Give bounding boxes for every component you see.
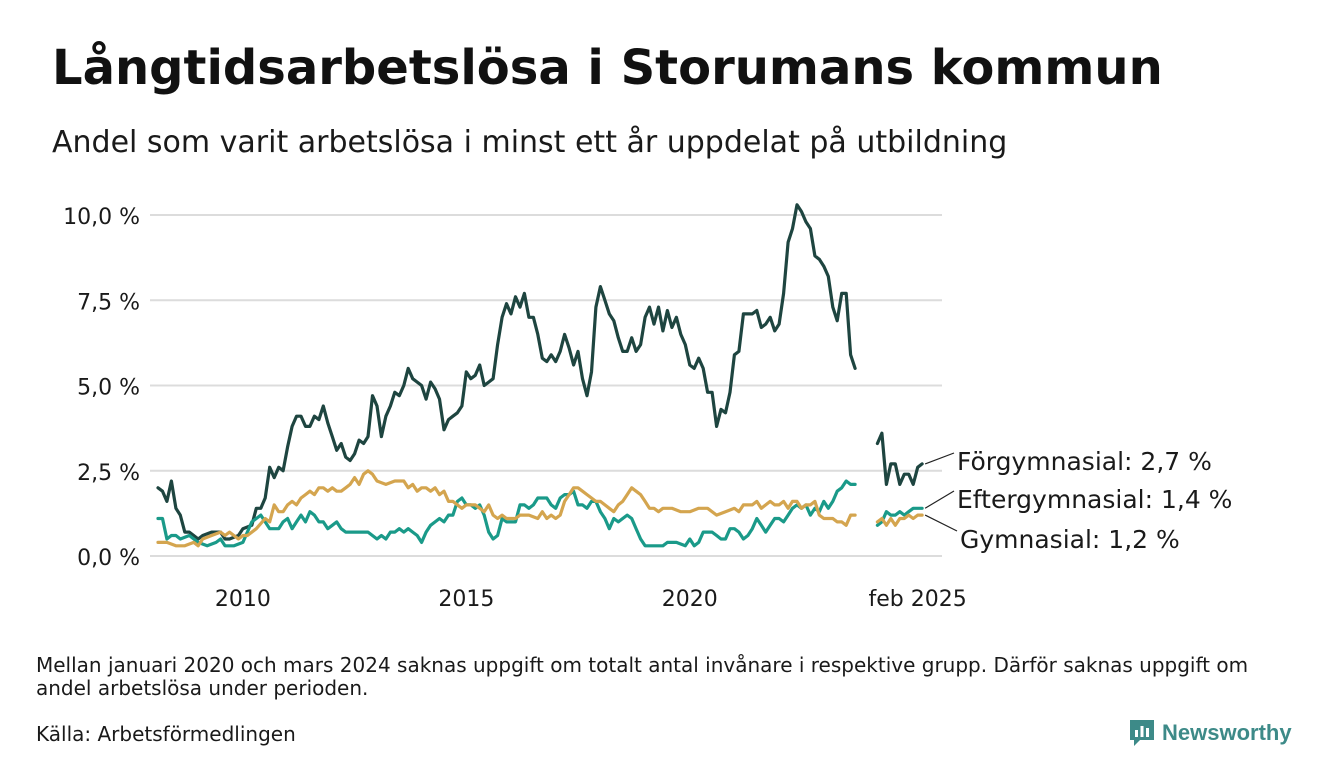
series-line-gymnasial-1 xyxy=(875,513,924,527)
series-line-forgymnasial-0 xyxy=(156,203,857,541)
newsworthy-logo: Newsworthy xyxy=(1128,716,1292,750)
leader-line-forgymnasial xyxy=(924,452,955,465)
y-tick-label: 10,0 % xyxy=(63,205,140,230)
line-chart: 0,0 % 2,5 % 5,0 % 7,5 % 10,0 % 2010 2015 2020 f… xyxy=(63,203,1232,612)
series-line-eftergymnasial-1 xyxy=(875,506,924,527)
source-credit: Källa: Arbetsförmedlingen xyxy=(36,722,296,746)
footnote: Mellan januari 2020 och mars 2024 saknas… xyxy=(36,653,1249,700)
x-tick-label: 2020 xyxy=(662,587,718,612)
x-tick-label: feb 2025 xyxy=(869,587,967,612)
logo-text: Newsworthy xyxy=(1162,720,1292,745)
y-tick-label: 7,5 % xyxy=(77,290,140,315)
chart-subtitle: Andel som varit arbetslösa i minst ett å… xyxy=(52,125,1008,160)
x-tick-label: 2010 xyxy=(215,587,271,612)
y-axis-tick-labels: 0,0 % 2,5 % 5,0 % 7,5 % 10,0 % xyxy=(63,205,140,571)
series-line-eftergymnasial-0 xyxy=(156,479,857,548)
y-tick-label: 2,5 % xyxy=(77,461,140,486)
end-label-eftergymnasial: Eftergymnasial: 1,4 % xyxy=(957,485,1232,514)
x-axis-tick-labels: 2010 2015 2020 feb 2025 xyxy=(215,587,967,612)
leader-line-eftergymnasial xyxy=(924,490,955,509)
chart-series xyxy=(156,203,924,548)
x-tick-label: 2015 xyxy=(438,587,494,612)
chart-title: Långtidsarbetslösa i Storumans kommun xyxy=(52,40,1163,96)
newsworthy-chart-bubble-icon xyxy=(1130,720,1154,746)
y-tick-label: 5,0 % xyxy=(77,376,140,401)
series-end-labels: Förgymnasial: 2,7 % Eftergymnasial: 1,4 %… xyxy=(924,447,1232,554)
end-label-gymnasial: Gymnasial: 1,2 % xyxy=(960,525,1180,554)
chart-gridlines xyxy=(150,214,942,557)
leader-line-gymnasial xyxy=(924,514,958,532)
series-line-gymnasial-0 xyxy=(156,469,857,548)
series-line-forgymnasial-1 xyxy=(875,431,924,486)
end-label-forgymnasial: Förgymnasial: 2,7 % xyxy=(957,447,1212,476)
y-tick-label: 0,0 % xyxy=(77,546,140,571)
